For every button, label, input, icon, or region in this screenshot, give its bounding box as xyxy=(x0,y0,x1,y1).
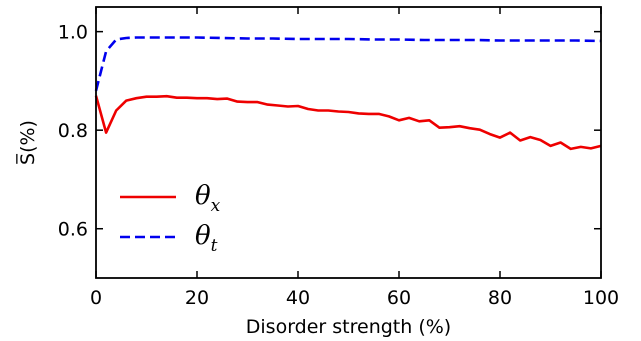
series-line-theta-t xyxy=(94,36,602,92)
legend-label-theta-t: θt xyxy=(195,221,218,256)
ticks-layer: 0 20 40 60 80 100 0.6 0.8 1.0 xyxy=(58,7,619,309)
y-tick-label: 0.6 xyxy=(58,219,88,241)
legend: θx θt xyxy=(120,181,221,256)
x-tick-label: 20 xyxy=(185,287,209,309)
legend-label-theta-x: θx xyxy=(195,181,221,216)
x-tick-label: 100 xyxy=(583,287,619,309)
y-axis-label: S̅(%) xyxy=(15,120,39,165)
y-tick-label: 0.8 xyxy=(58,120,88,142)
y-tick-label: 1.0 xyxy=(58,22,88,44)
x-tick-label: 0 xyxy=(90,287,102,309)
series-line-theta-x xyxy=(94,94,602,151)
x-axis-label: Disorder strength (%) xyxy=(246,316,451,338)
x-tick-label: 80 xyxy=(488,287,512,309)
series-layer xyxy=(94,36,602,151)
x-tick-label: 40 xyxy=(286,287,310,309)
plot-frame xyxy=(95,6,602,279)
x-tick-label: 60 xyxy=(387,287,411,309)
